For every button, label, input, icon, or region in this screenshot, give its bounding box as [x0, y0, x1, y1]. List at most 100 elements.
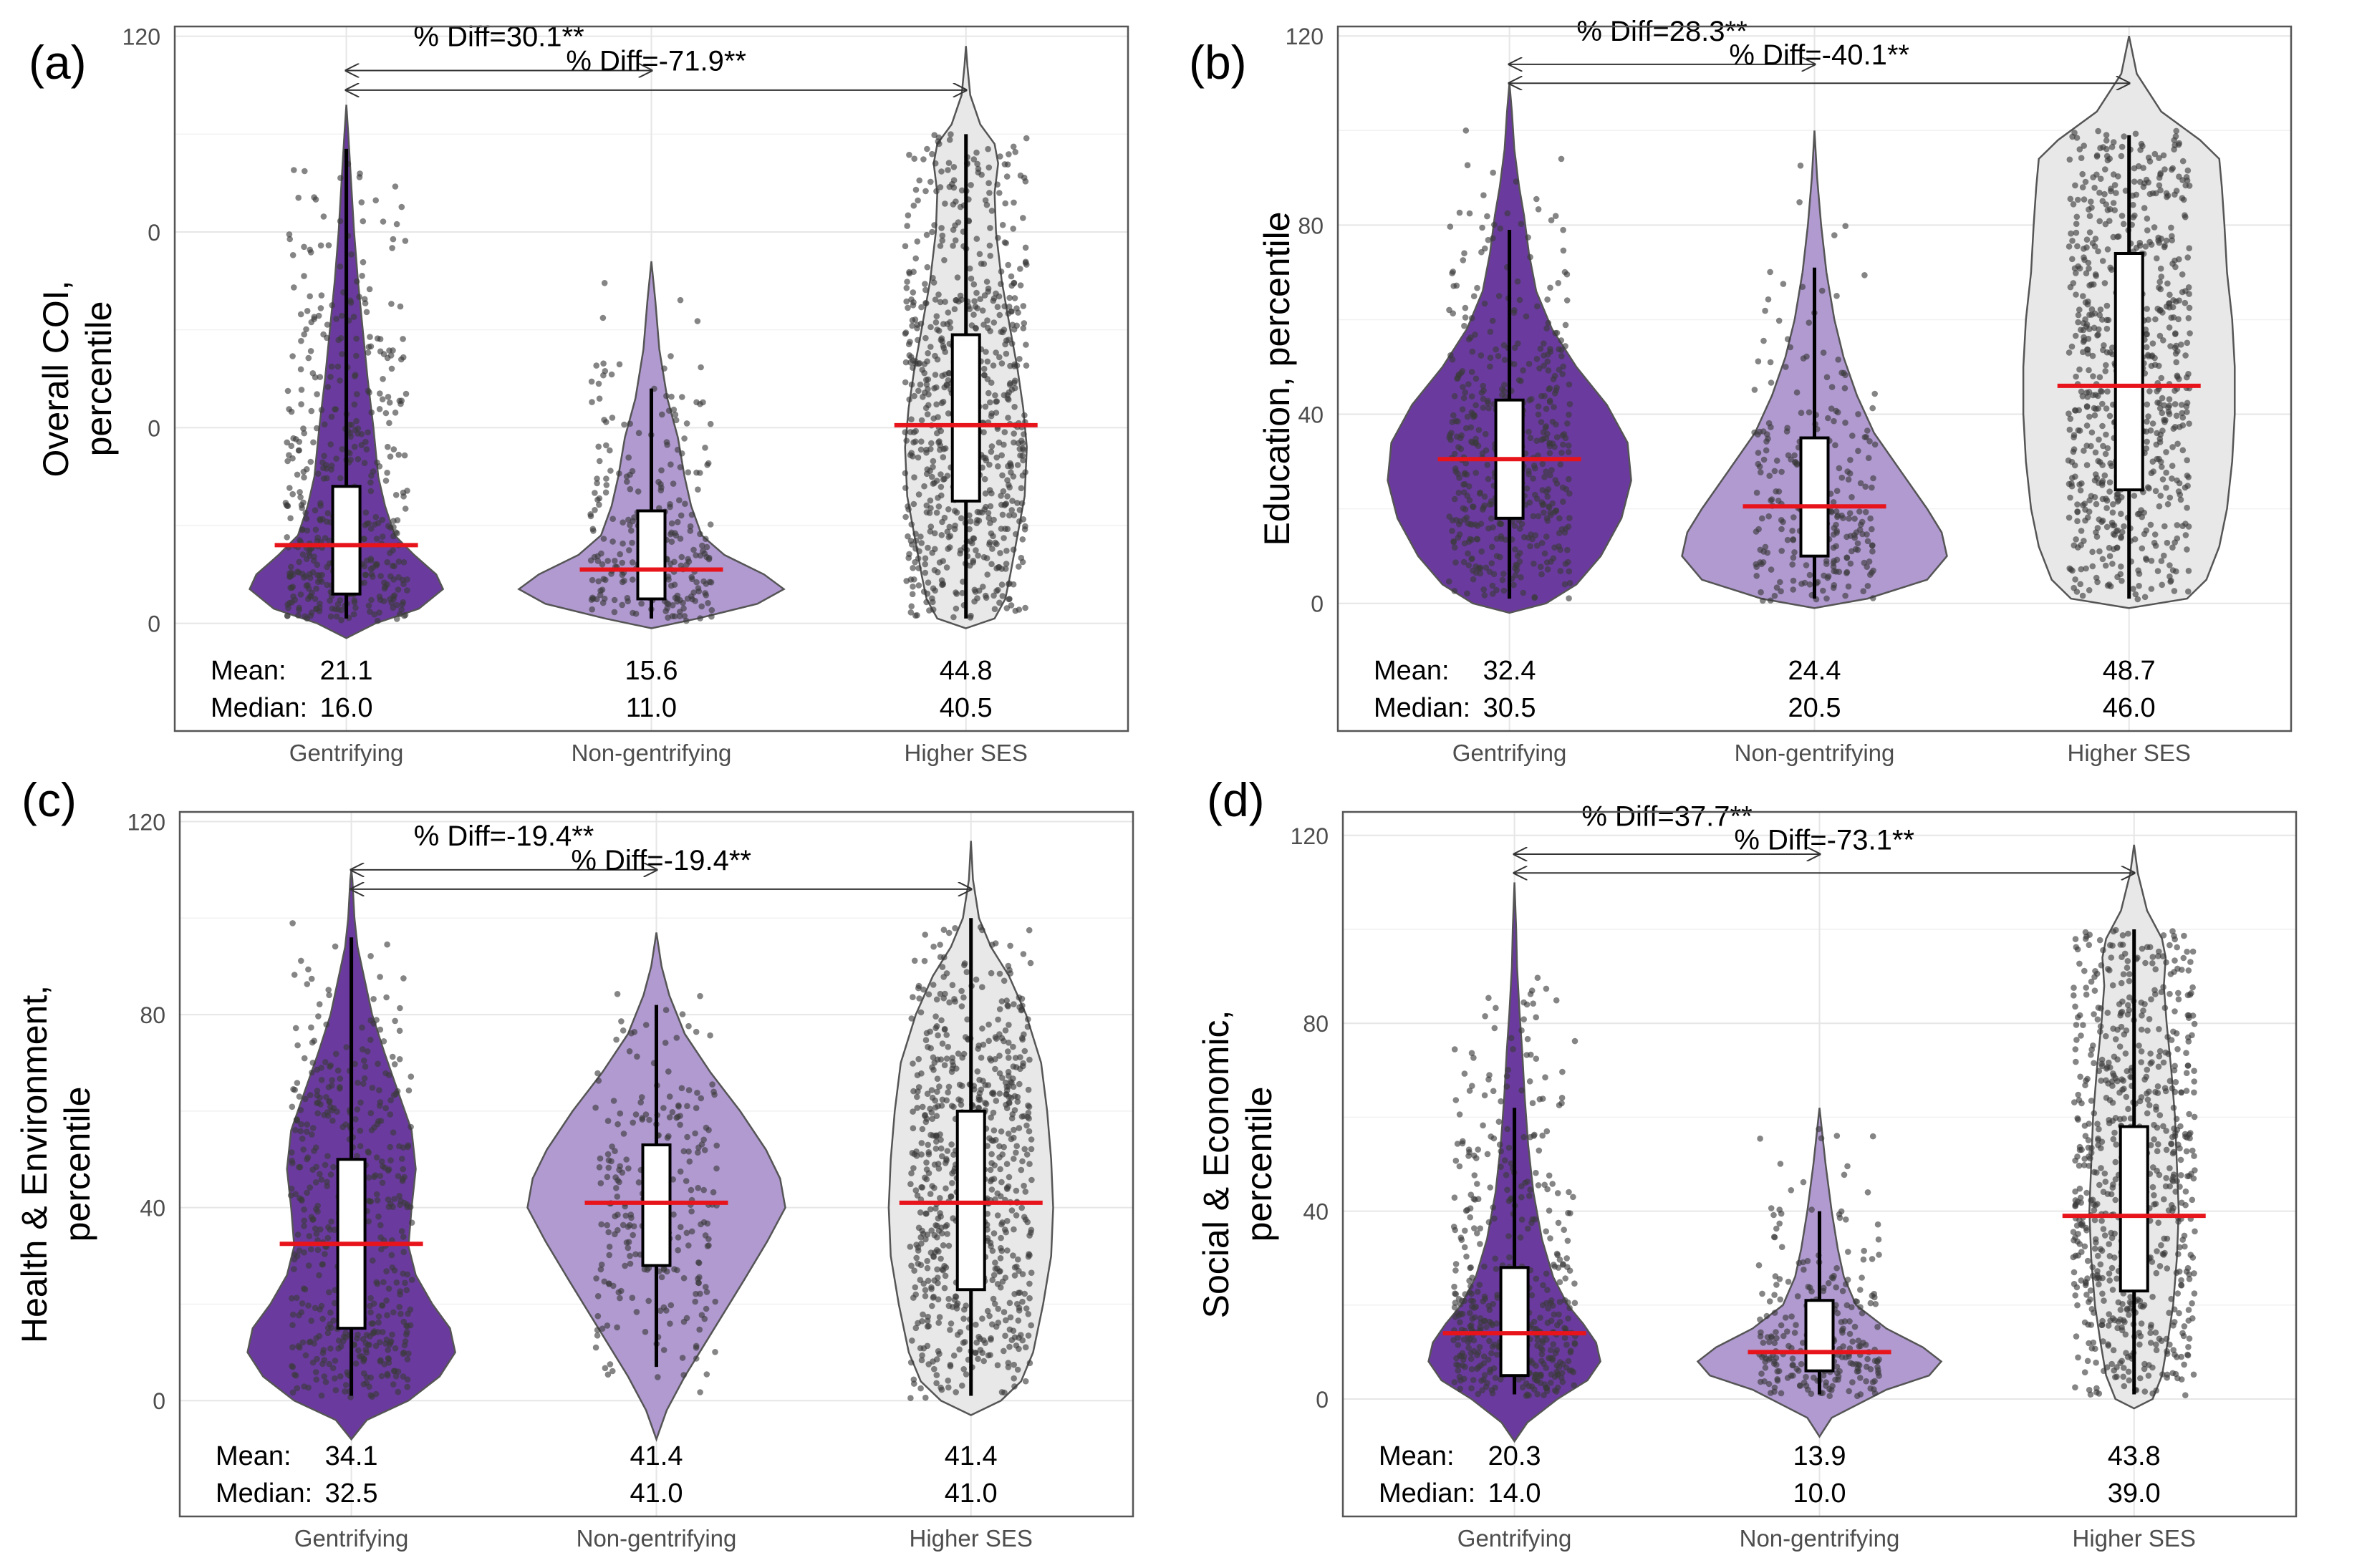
data-point	[966, 265, 973, 272]
data-point	[325, 1224, 332, 1231]
data-point	[1003, 1184, 1011, 1191]
data-point	[370, 468, 377, 475]
data-point	[1765, 296, 1772, 303]
data-point	[405, 1087, 413, 1094]
data-point	[1857, 480, 1864, 487]
data-point	[347, 433, 354, 440]
data-point	[1475, 1390, 1482, 1398]
data-point	[1001, 326, 1008, 333]
data-point	[904, 223, 910, 229]
data-point	[399, 1156, 405, 1162]
data-point	[286, 231, 293, 238]
data-point	[1006, 151, 1012, 158]
data-point	[1869, 1256, 1876, 1262]
data-point	[925, 1277, 932, 1284]
data-point	[642, 1328, 649, 1335]
data-point	[2078, 155, 2085, 161]
data-point	[953, 591, 960, 597]
data-point	[927, 344, 934, 350]
data-point	[407, 1204, 414, 1210]
data-point	[2184, 339, 2191, 347]
data-point	[1006, 1173, 1013, 1181]
data-point	[2102, 368, 2108, 374]
data-point	[945, 1384, 952, 1391]
data-point	[698, 1221, 704, 1228]
data-point	[1559, 1068, 1566, 1075]
data-point	[1447, 223, 1454, 230]
data-point	[1861, 272, 1868, 279]
data-point	[990, 1090, 997, 1098]
data-point	[917, 1234, 924, 1241]
data-point	[1461, 322, 1467, 329]
data-point	[1551, 1387, 1558, 1394]
data-point	[1835, 357, 1841, 363]
data-point	[709, 1081, 715, 1088]
data-point	[284, 534, 291, 541]
data-point	[339, 1123, 347, 1131]
data-point	[995, 1016, 1001, 1023]
data-point	[329, 605, 336, 612]
data-point	[666, 1114, 673, 1121]
data-point	[1021, 431, 1027, 437]
data-point	[1869, 405, 1876, 412]
data-point	[307, 1092, 314, 1098]
data-point	[1526, 1078, 1533, 1085]
data-point	[375, 1329, 382, 1335]
data-point	[2073, 373, 2079, 380]
data-point	[1481, 300, 1488, 307]
data-point	[1548, 1317, 1555, 1324]
data-point	[1452, 1097, 1460, 1103]
data-point	[964, 1016, 970, 1023]
data-point	[361, 460, 368, 466]
data-point	[931, 1059, 938, 1066]
data-point	[1008, 1115, 1016, 1122]
data-point	[2161, 552, 2167, 559]
data-point	[1490, 1088, 1497, 1095]
data-point	[1520, 589, 1527, 596]
data-point	[944, 1148, 951, 1154]
data-point	[677, 296, 684, 304]
data-point	[1534, 1337, 1541, 1343]
data-point	[2101, 190, 2108, 198]
data-point	[642, 1111, 650, 1118]
data-point	[990, 1109, 997, 1116]
data-point	[922, 300, 929, 306]
data-point	[996, 1143, 1003, 1150]
data-point	[1556, 1299, 1563, 1305]
data-point	[366, 286, 373, 293]
data-point	[320, 213, 327, 220]
data-point	[1556, 1364, 1563, 1370]
data-point	[2104, 207, 2111, 213]
data-point	[314, 1088, 321, 1094]
data-point	[1543, 468, 1549, 475]
data-point	[919, 367, 925, 373]
data-point	[387, 352, 395, 359]
data-point	[2090, 373, 2096, 379]
data-point	[667, 500, 673, 508]
data-point	[1011, 1226, 1017, 1233]
data-point	[371, 611, 378, 618]
data-point	[2137, 147, 2144, 153]
data-point	[395, 1388, 402, 1395]
data-point	[1480, 1353, 1488, 1360]
data-point	[367, 488, 375, 495]
data-point	[1533, 495, 1541, 502]
data-point	[1803, 562, 1810, 568]
data-point	[927, 505, 934, 511]
data-point	[2099, 495, 2106, 503]
data-point	[1018, 485, 1025, 492]
data-point	[1018, 1204, 1025, 1211]
data-point	[938, 1255, 944, 1262]
data-point	[375, 1319, 382, 1326]
data-point	[1530, 475, 1536, 482]
data-point	[2088, 198, 2094, 205]
data-point	[1465, 381, 1472, 387]
data-point	[385, 1072, 392, 1078]
data-point	[930, 1054, 937, 1061]
data-point	[1456, 475, 1462, 481]
data-point	[2077, 581, 2083, 588]
data-point	[948, 1141, 955, 1148]
panel-b: 0408012032.430.5Gentrifying24.420.5Non-g…	[1189, 16, 2293, 766]
data-point	[607, 468, 614, 474]
data-point	[700, 1136, 707, 1143]
